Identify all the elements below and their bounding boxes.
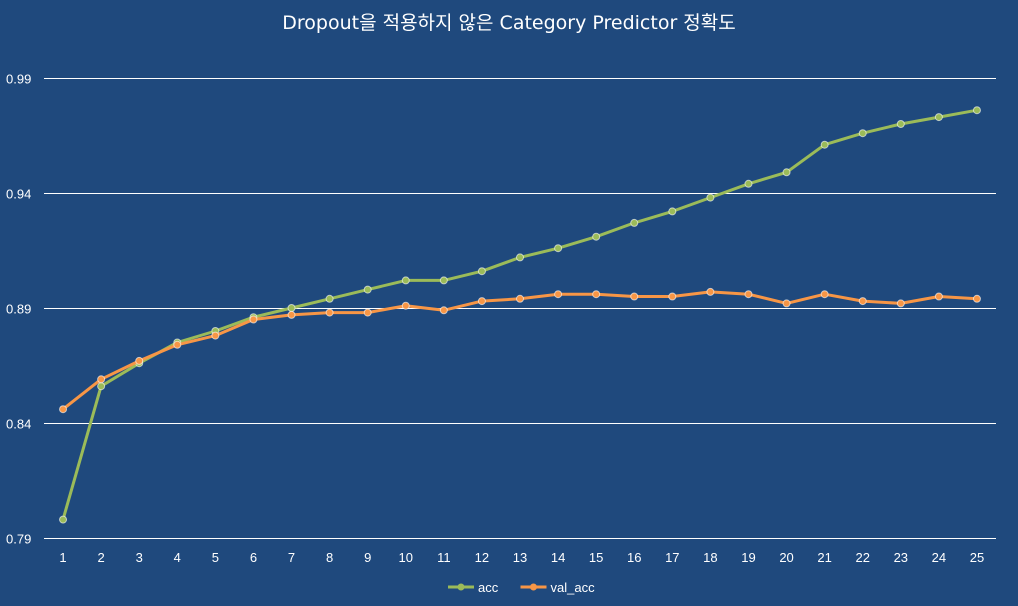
- data-point: [706, 287, 715, 296]
- x-tick-label: 15: [589, 550, 603, 565]
- data-point: [516, 253, 524, 262]
- data-point: [934, 113, 943, 122]
- legend-item-acc: acc: [448, 580, 499, 595]
- x-tick-label: 3: [136, 550, 143, 565]
- legend-label: val_acc: [551, 580, 596, 595]
- data-point: [477, 267, 486, 276]
- data-point: [211, 331, 220, 340]
- chart-title: Dropout을 적용하지 않은 Category Predictor 정확도: [282, 12, 736, 34]
- data-point: [97, 382, 106, 391]
- data-point: [325, 308, 334, 317]
- data-point: [706, 193, 715, 202]
- x-tick-label: 12: [475, 550, 489, 565]
- data-point: [858, 297, 867, 306]
- x-tick-label: 16: [627, 550, 641, 565]
- x-tick-label: 25: [970, 550, 984, 565]
- y-tick-label: 0.94: [6, 187, 31, 202]
- data-point: [59, 405, 68, 414]
- x-tick-label: 10: [399, 550, 413, 565]
- x-tick-label: 8: [326, 550, 333, 565]
- y-tick-label: 0.99: [6, 72, 31, 87]
- data-point: [820, 140, 829, 149]
- gridlines: [44, 78, 996, 539]
- x-tick-label: 21: [817, 550, 831, 565]
- y-tick-label: 0.79: [6, 532, 31, 547]
- data-point: [668, 292, 677, 301]
- data-point: [744, 290, 753, 299]
- data-point: [820, 290, 829, 299]
- legend: acc val_acc: [448, 580, 595, 595]
- x-tick-label: 18: [703, 550, 717, 565]
- series-acc: [59, 106, 981, 524]
- x-tick-label: 13: [513, 550, 527, 565]
- data-point: [363, 308, 372, 317]
- data-point: [287, 304, 296, 312]
- data-point: [554, 244, 563, 253]
- legend-swatch-marker: [457, 583, 465, 591]
- series-line-acc: [61, 108, 979, 522]
- x-tick-label: 19: [741, 550, 755, 565]
- data-point: [896, 120, 905, 128]
- data-point: [592, 290, 601, 299]
- data-point: [668, 207, 677, 216]
- legend-label: acc: [478, 580, 499, 595]
- x-tick-label: 6: [250, 550, 257, 565]
- data-point: [173, 340, 182, 349]
- series-val_acc: [59, 287, 981, 414]
- x-tick-label: 23: [894, 550, 908, 565]
- data-point: [401, 276, 410, 285]
- data-point: [744, 179, 753, 188]
- data-point: [439, 276, 448, 285]
- series-layer: [59, 106, 981, 524]
- data-point: [782, 168, 791, 177]
- data-point: [363, 285, 372, 294]
- x-tick-label: 9: [364, 550, 371, 565]
- data-point: [325, 294, 334, 303]
- data-point: [896, 299, 905, 308]
- x-axis-ticks: 1 2 3 4 5 6 7 8 9 10 11 12 13 14 15 16 17 18 19 20 21 22 23 24 2…: [59, 550, 984, 565]
- x-tick-label: 5: [212, 550, 219, 565]
- x-tick-label: 1: [59, 550, 66, 565]
- data-point: [477, 297, 486, 306]
- data-point: [972, 106, 981, 115]
- data-point: [439, 306, 448, 315]
- data-point: [592, 232, 601, 241]
- x-tick-label: 14: [551, 550, 565, 565]
- x-tick-label: 11: [437, 550, 451, 565]
- x-tick-label: 17: [665, 550, 679, 565]
- data-point: [630, 218, 639, 227]
- y-tick-label: 0.84: [6, 417, 31, 432]
- y-tick-label: 0.89: [6, 302, 31, 317]
- data-point: [630, 292, 639, 301]
- x-tick-label: 2: [98, 550, 105, 565]
- data-point: [135, 356, 144, 365]
- x-tick-label: 24: [932, 550, 946, 565]
- data-point: [516, 294, 524, 303]
- x-tick-label: 22: [855, 550, 869, 565]
- data-point: [59, 515, 68, 524]
- y-axis-ticks: 0.79 0.84 0.89 0.94 0.99: [6, 72, 31, 547]
- data-point: [934, 292, 943, 301]
- data-point: [401, 301, 410, 310]
- x-tick-label: 7: [288, 550, 295, 565]
- x-tick-label: 20: [779, 550, 793, 565]
- data-point: [782, 299, 791, 308]
- data-point: [249, 315, 258, 324]
- data-point: [858, 129, 867, 138]
- series-line-val_acc: [61, 290, 979, 411]
- x-tick-label: 4: [174, 550, 181, 565]
- legend-swatch-marker: [530, 583, 537, 591]
- legend-item-val_acc: val_acc: [520, 580, 596, 595]
- data-point: [287, 310, 296, 319]
- data-point: [97, 375, 106, 384]
- data-point: [972, 294, 981, 303]
- data-point: [554, 290, 563, 299]
